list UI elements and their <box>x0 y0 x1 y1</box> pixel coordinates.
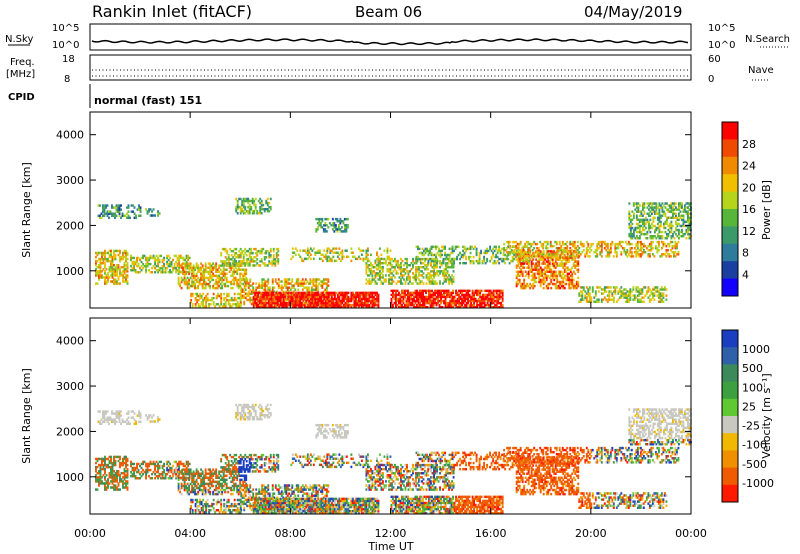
nsky-top-tick: 10^5 <box>52 23 79 34</box>
velocity-colorbar-tick-3: -25 <box>742 420 760 433</box>
velocity-colorbar-tick-1: -500 <box>742 458 767 471</box>
power-colorbar-seg-1 <box>722 139 738 158</box>
freq-panel <box>89 54 692 81</box>
nsky-panel <box>89 23 692 51</box>
power-colorbar-tick-6: 28 <box>742 138 756 151</box>
power-colorbar-tick-4: 20 <box>742 181 756 194</box>
velocity-colorbar-tick-0: -1000 <box>742 477 774 490</box>
velocity-colorbar-seg-8 <box>722 467 738 486</box>
x-tick-4: 16:00 <box>475 527 507 540</box>
velocity-colorbar-seg-5 <box>722 416 738 434</box>
velocity-colorbar-seg-0 <box>722 330 738 348</box>
power-colorbar-tick-5: 24 <box>742 160 756 173</box>
velocity-ylabel: Slant Range [km] <box>20 368 33 464</box>
power-colorbar-tick-0: 4 <box>742 268 749 281</box>
velocity-colorbar-label: Velocity [m s⁻¹] <box>760 373 773 458</box>
velocity-colorbar-tick-6: 500 <box>742 362 763 375</box>
velocity-ytick-1: 2000 <box>56 425 84 438</box>
cpid-label: CPID <box>8 92 35 103</box>
nsky-bottom-tick: 10^0 <box>52 40 79 51</box>
nsearch-top-tick: 10^5 <box>708 23 735 34</box>
cpid-value: normal (fast) 151 <box>94 94 202 107</box>
power-colorbar-seg-2 <box>722 156 738 175</box>
x-tick-0: 00:00 <box>74 527 106 540</box>
nave-label: Nave <box>748 65 774 76</box>
x-tick-1: 04:00 <box>174 527 206 540</box>
velocity-colorbar-tick-7: 1000 <box>742 343 770 356</box>
velocity-colorbar-seg-6 <box>722 433 738 451</box>
power-colorbar-seg-8 <box>722 261 738 280</box>
nsearch-label: N.Search <box>745 34 790 45</box>
nave-bottom-tick: 0 <box>708 74 714 85</box>
beam-title: Beam 06 <box>355 3 422 21</box>
nsky-trace <box>91 38 689 46</box>
x-tick-5: 20:00 <box>575 527 607 540</box>
freq-label-line2: [MHz] <box>6 69 35 80</box>
power-ytick-2: 3000 <box>56 174 84 187</box>
velocity-colorbar-tick-2: -100 <box>742 439 767 452</box>
nsearch-bottom-tick: 10^0 <box>708 40 735 51</box>
velocity-colorbar-tick-5: 100 <box>742 381 763 394</box>
velocity-heatmap-cells <box>95 403 692 515</box>
power-ytick-1: 2000 <box>56 219 84 232</box>
power-ytick-3: 4000 <box>56 129 84 142</box>
power-colorbar-seg-3 <box>722 174 738 193</box>
velocity-colorbar-seg-7 <box>722 450 738 469</box>
power-colorbar-seg-9 <box>722 278 738 297</box>
power-colorbar-tick-1: 8 <box>742 247 749 260</box>
power-ylabel: Slant Range [km] <box>20 162 33 258</box>
power-ytick-0: 1000 <box>56 265 84 278</box>
power-colorbar-tick-2: 12 <box>742 225 756 238</box>
velocity-colorbar-tick-4: 25 <box>742 400 756 413</box>
x-tick-3: 12:00 <box>375 527 407 540</box>
velocity-colorbar-seg-1 <box>722 347 738 365</box>
power-colorbar-seg-4 <box>722 191 738 210</box>
velocity-colorbar-seg-4 <box>722 398 738 417</box>
power-colorbar-seg-7 <box>722 243 738 262</box>
x-axis-label: Time UT <box>367 540 413 553</box>
nave-top-tick: 60 <box>708 54 721 65</box>
freq-top-tick: 18 <box>62 54 75 65</box>
power-colorbar-label: Power [dB] <box>760 180 773 240</box>
power-heatmap-cells <box>95 197 692 309</box>
power-colorbar-tick-3: 16 <box>742 203 756 216</box>
velocity-colorbar-seg-3 <box>722 381 738 400</box>
freq-bottom-tick: 8 <box>64 74 70 85</box>
velocity-ytick-2: 3000 <box>56 380 84 393</box>
velocity-ytick-0: 1000 <box>56 471 84 484</box>
velocity-colorbar-seg-2 <box>722 364 738 383</box>
velocity-colorbar-seg-9 <box>722 484 738 503</box>
x-tick-2: 08:00 <box>274 527 306 540</box>
power-colorbar-seg-5 <box>722 209 738 227</box>
velocity-ytick-3: 4000 <box>56 335 84 348</box>
station-title: Rankin Inlet (fitACF) <box>92 2 252 21</box>
date-title: 04/May/2019 <box>584 3 682 21</box>
freq-label-line1: Freq. <box>10 57 35 68</box>
power-colorbar-seg-6 <box>722 226 738 245</box>
nsky-label: N.Sky <box>5 34 33 45</box>
power-colorbar-seg-0 <box>722 122 738 140</box>
x-tick-6: 00:00 <box>675 527 707 540</box>
